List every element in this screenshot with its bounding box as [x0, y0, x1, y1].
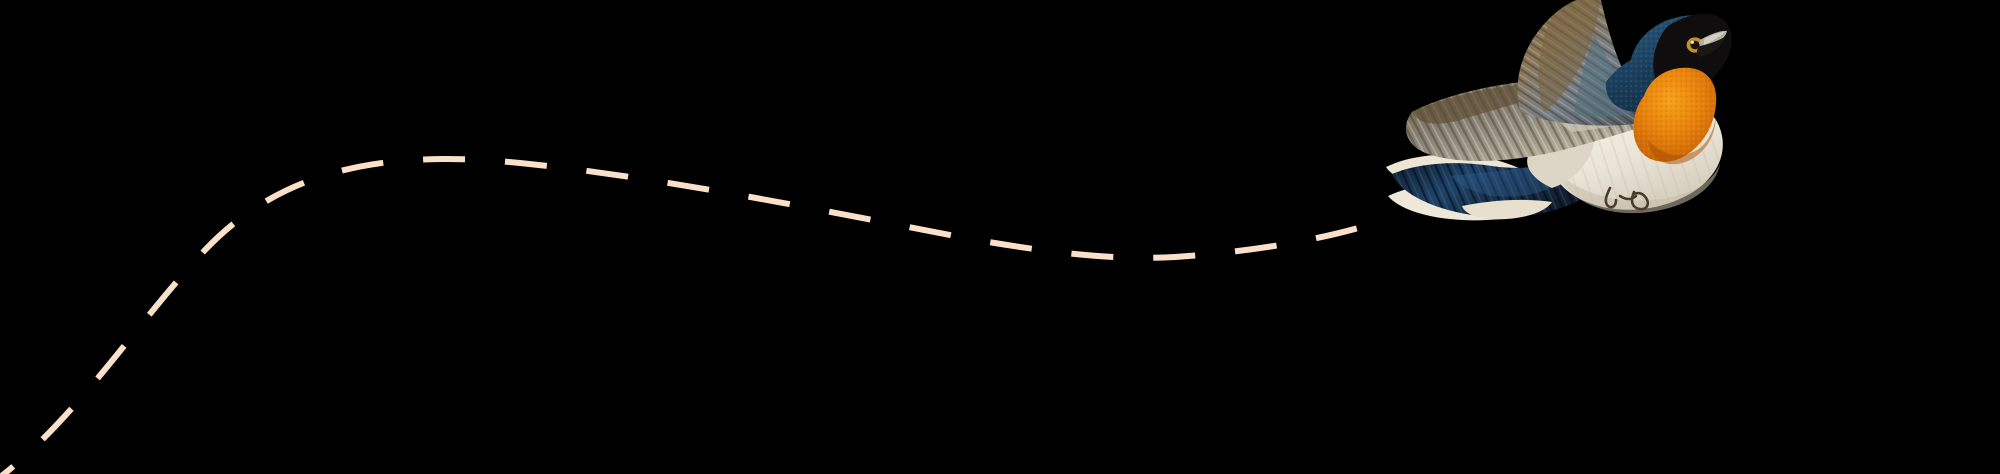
flight-trail-path [0, 156, 1373, 474]
